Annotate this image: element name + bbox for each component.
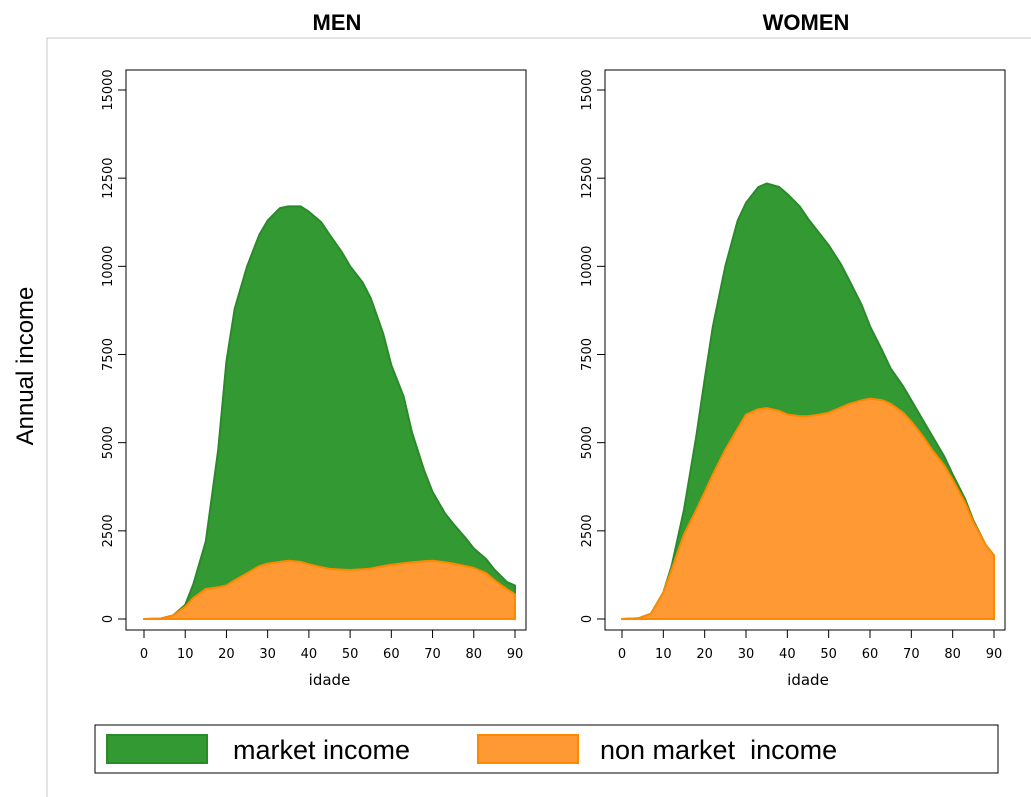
y-tick-label: 12500 [101,157,116,198]
x-tick-label: 40 [301,647,318,662]
x-tick-label: 0 [140,647,148,662]
legend-swatch-non-market [477,734,579,764]
y-tick-label: 0 [580,615,595,623]
legend-swatch-market [106,734,208,764]
x-tick-label: 70 [903,647,920,662]
market-income-area [143,205,516,620]
x-axis-label: idade [309,671,351,689]
y-tick-label: 0 [101,615,116,623]
panel-frame [604,69,1006,631]
y-tick-label: 2500 [101,514,116,547]
x-tick-label: 40 [779,647,796,662]
x-tick-label: 50 [820,647,837,662]
x-tick-label: 70 [424,647,441,662]
x-tick-label: 60 [383,647,400,662]
y-tick-label: 7500 [101,338,116,371]
x-axis-label: idade [787,671,829,689]
panel-frame [125,69,527,631]
y-axis-title: Annual income [12,287,39,446]
panel-men: MEN 0 10 20 30 40 50 60 70 80 90 idade 0 2500 5000 7500… [101,10,527,689]
legend-label-market: market income [233,735,410,765]
x-tick-label: 10 [177,647,194,662]
y-tick-label: 5000 [580,426,595,459]
y-tick-label: 5000 [101,426,116,459]
panel-women: WOMEN 0 10 20 30 40 50 60 70 80 90 idade 0 2500 5000 75… [580,10,1006,689]
x-tick-label: 50 [342,647,359,662]
x-tick-label: 90 [986,647,1003,662]
legend: market income non market income [94,724,999,774]
legend-label-non-market: non market income [600,735,837,765]
y-tick-label: 12500 [580,157,595,198]
x-tick-label: 80 [466,647,483,662]
y-tick-label: 15000 [101,69,116,110]
x-tick-label: 30 [738,647,755,662]
x-tick-label: 30 [259,647,276,662]
y-tick-label: 10000 [580,246,595,287]
x-tick-label: 80 [944,647,961,662]
panel-title: MEN [313,10,362,35]
y-tick-label: 15000 [580,69,595,110]
x-tick-label: 90 [507,647,524,662]
y-tick-label: 7500 [580,338,595,371]
x-tick-label: 10 [655,647,672,662]
y-tick-label: 2500 [580,514,595,547]
x-tick-label: 20 [696,647,713,662]
plot-region-frame [46,37,1031,797]
y-tick-label: 10000 [101,246,116,287]
non-market-income-area [621,397,995,620]
non-market-income-area [143,559,516,620]
x-tick-label: 20 [218,647,235,662]
panel-title: WOMEN [763,10,850,35]
x-tick-label: 0 [618,647,626,662]
x-tick-label: 60 [862,647,879,662]
